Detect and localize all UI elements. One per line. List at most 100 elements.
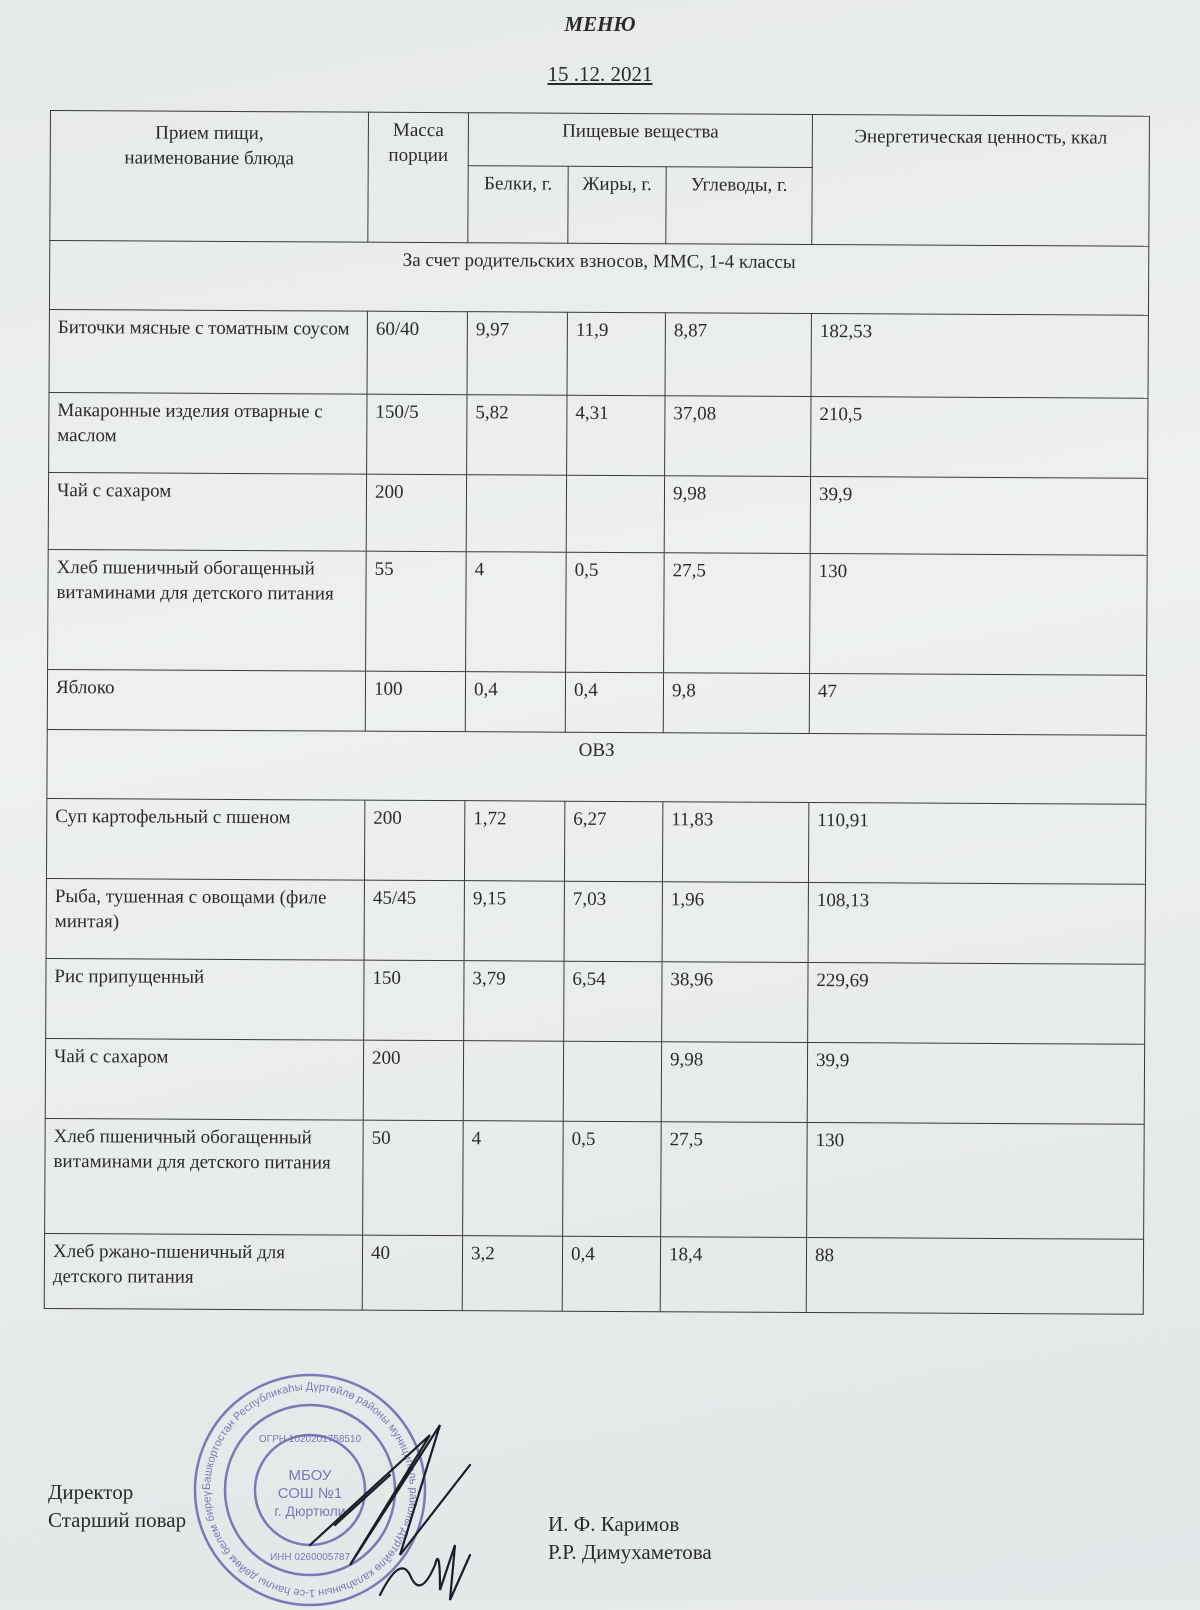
header-energy: Энергетическая ценность, ккал xyxy=(811,114,1150,247)
fat-cell: 4,31 xyxy=(566,395,666,476)
fat-cell xyxy=(566,475,665,553)
section-row: За счет родительских взносов, ММС, 1-4 к… xyxy=(49,240,1149,316)
director-label: Директор xyxy=(48,1480,134,1504)
table-row: Хлеб ржано-пшеничный для детского питани… xyxy=(44,1233,1144,1315)
protein-cell: 3,79 xyxy=(463,960,565,1042)
mass-cell: 60/40 xyxy=(367,311,468,395)
mass-cell: 200 xyxy=(366,474,467,552)
table-row: Хлеб пшеничный обогащенный витаминами дл… xyxy=(44,1118,1145,1240)
header-fat: Жиры, г. xyxy=(567,166,667,244)
energy-cell: 182,53 xyxy=(811,313,1149,399)
carbs-cell: 27,5 xyxy=(663,552,811,674)
table-row: Рис припущенный 150 3,79 6,54 38,96 229,69 xyxy=(45,958,1146,1045)
table-row: Яблоко 100 0,4 0,4 9,8 47 xyxy=(47,669,1147,736)
protein-cell: 0,4 xyxy=(465,671,566,733)
protein-cell: 1,72 xyxy=(464,800,565,882)
energy-cell: 39,9 xyxy=(810,476,1148,556)
dish-name-cell: Хлеб пшеничный обогащенный витаминами дл… xyxy=(47,549,367,672)
header-carbs: Углеводы, г. xyxy=(665,166,813,245)
section-title: ОВЗ xyxy=(46,729,1147,805)
carbs-cell: 1,96 xyxy=(662,881,809,963)
document-title: МЕНЮ xyxy=(564,12,636,36)
energy-cell: 39,9 xyxy=(807,1042,1145,1125)
mass-cell: 150 xyxy=(363,960,465,1041)
header-protein: Белки, г. xyxy=(467,165,569,244)
dish-name-cell: Яблоко xyxy=(47,669,366,732)
protein-cell: 4 xyxy=(462,1120,564,1237)
carbs-cell: 27,5 xyxy=(660,1121,808,1238)
fat-cell xyxy=(563,1041,662,1122)
dish-name-cell: Биточки мясные с томатным соусом xyxy=(49,309,368,395)
section-title: За счет родительских взносов, ММС, 1-4 к… xyxy=(49,240,1149,316)
date-text: 15 .12. 2021 xyxy=(547,62,653,86)
signature-labels: Директор Старший повар xyxy=(48,1478,186,1535)
menu-table: Прием пищи, наименование блюда Масса пор… xyxy=(44,110,1150,1315)
energy-cell: 210,5 xyxy=(810,396,1149,479)
protein-cell: 9,15 xyxy=(464,880,565,962)
dish-name-cell: Хлеб пшеничный обогащенный витаминами дл… xyxy=(44,1118,364,1236)
dish-name-cell: Рыба, тушенная с овощами (филе минтая) xyxy=(46,878,365,961)
dish-name-cell: Рис припущенный xyxy=(45,958,365,1041)
stamp-center-1: МБОУ xyxy=(288,1467,332,1484)
fat-cell: 0,5 xyxy=(565,552,665,673)
table-row: Рыба, тушенная с овощами (филе минтая) 45… xyxy=(46,878,1146,965)
fat-cell: 0,4 xyxy=(565,672,664,733)
stamp-ogrn: ОГРН 1020201758510 xyxy=(259,1434,362,1445)
mass-cell: 45/45 xyxy=(364,880,465,961)
table-row: Хлеб пшеничный обогащенный витаминами дл… xyxy=(47,549,1148,676)
dish-name-cell: Макаронные изделия отварные с маслом xyxy=(48,392,368,475)
carbs-cell: 9,98 xyxy=(664,475,811,554)
header-dish: Прием пищи, наименование блюда xyxy=(49,110,369,243)
director-name: И. Ф. Каримов xyxy=(548,1512,680,1536)
fat-cell: 11,9 xyxy=(567,312,666,396)
fat-cell: 0,5 xyxy=(562,1121,662,1237)
energy-cell: 229,69 xyxy=(807,962,1146,1045)
carbs-cell: 38,96 xyxy=(661,961,809,1043)
stamp-center-2: СОШ №1 xyxy=(278,1485,343,1502)
dish-name-cell: Чай с сахаром xyxy=(48,472,367,552)
protein-cell: 9,97 xyxy=(467,311,568,396)
fat-cell: 0,4 xyxy=(562,1236,661,1312)
signature-mark xyxy=(308,1424,472,1601)
carbs-cell: 9,98 xyxy=(661,1041,808,1123)
chef-label: Старший повар xyxy=(48,1508,187,1533)
protein-cell xyxy=(466,474,567,553)
carbs-cell: 11,83 xyxy=(662,801,809,883)
carbs-cell: 8,87 xyxy=(665,312,812,397)
carbs-cell: 9,8 xyxy=(663,672,810,734)
header-nutrients: Пищевые вещества xyxy=(468,112,813,168)
table-row: Биточки мясные с томатным соусом 60/40 9,9… xyxy=(49,309,1149,399)
stamp-center-3: г. Дюртюли xyxy=(274,1503,345,1519)
mass-cell: 150/5 xyxy=(366,394,468,475)
section-row: ОВЗ xyxy=(46,729,1147,805)
mass-cell: 50 xyxy=(362,1120,464,1236)
mass-cell: 200 xyxy=(364,800,465,881)
table-row: Суп картофельный с пшеном 200 1,72 6,27 11,8… xyxy=(46,798,1146,885)
energy-cell: 130 xyxy=(809,553,1148,676)
mass-cell: 100 xyxy=(365,671,466,732)
table-row: Чай с сахаром 200 9,98 39,9 xyxy=(45,1038,1145,1125)
energy-cell: 110,91 xyxy=(808,802,1146,885)
energy-cell: 130 xyxy=(806,1122,1145,1240)
signature-names: И. Ф. Каримов Р.Р. Димухаметова xyxy=(548,1510,712,1567)
protein-cell: 5,82 xyxy=(466,394,568,476)
fat-cell: 7,03 xyxy=(564,881,663,962)
fat-cell: 6,27 xyxy=(564,801,663,882)
fat-cell: 6,54 xyxy=(563,961,663,1042)
carbs-cell: 18,4 xyxy=(660,1236,807,1313)
dish-name-cell: Хлеб ржано-пшеничный для детского питани… xyxy=(44,1233,363,1311)
mass-cell: 200 xyxy=(363,1040,464,1121)
energy-cell: 108,13 xyxy=(808,882,1146,965)
document-date: 15 .12. 2021 xyxy=(0,62,1200,87)
dish-name-cell: Чай с сахаром xyxy=(45,1038,364,1121)
protein-cell: 3,2 xyxy=(462,1235,563,1312)
energy-cell: 47 xyxy=(809,673,1147,736)
header-mass: Масса порции xyxy=(367,112,469,243)
mass-cell: 55 xyxy=(365,551,467,672)
mass-cell: 40 xyxy=(362,1235,463,1311)
carbs-cell: 37,08 xyxy=(664,395,812,477)
table-row: Макаронные изделия отварные с маслом 150/… xyxy=(48,392,1149,479)
protein-cell xyxy=(463,1040,564,1122)
chef-name: Р.Р. Димухаметова xyxy=(548,1540,712,1565)
protein-cell: 4 xyxy=(465,551,567,673)
